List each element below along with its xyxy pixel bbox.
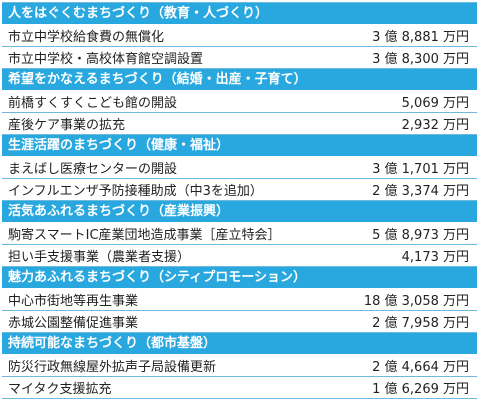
item-name: 産後ケア事業の拡充 xyxy=(8,118,126,133)
section-education: 人をはぐくむまちづくり（教育・人づくり） 市立中学校給食費の無償化 3 億 8,… xyxy=(2,3,477,69)
item-amount: 4,173 万円 xyxy=(401,250,469,265)
section-infrastructure: 持続可能なまちづくり（都市基盤） 防災行政無線屋外拡声子局設備更新 2 億 4,… xyxy=(2,333,477,399)
section-industry: 活気あふれるまちづくり（産業振興） 駒寄スマートIC産業団地造成事業［産立特会］… xyxy=(2,201,477,267)
item-name: 駒寄スマートIC産業団地造成事業［産立特会］ xyxy=(8,228,281,243)
section-health: 生涯活躍のまちづくり（健康・福祉） まえばし医療センターの開設 3 億 1,70… xyxy=(2,135,477,201)
item-amount: 5 億 8,973 万円 xyxy=(372,228,469,243)
item-name: 前橋すくすくこども館の開設 xyxy=(8,96,178,111)
item-name: 中心市街地等再生事業 xyxy=(8,294,139,309)
table-row: 赤城公園整備促進事業 2 億 7,958 万円 xyxy=(2,311,477,333)
table-row: 駒寄スマートIC産業団地造成事業［産立特会］ 5 億 8,973 万円 xyxy=(2,223,477,245)
table-row: 担い手支援事業（農業者支援） 4,173 万円 xyxy=(2,245,477,267)
table-row: 市立中学校・高校体育館空調設置 3 億 8,300 万円 xyxy=(2,47,477,69)
item-name: 赤城公園整備促進事業 xyxy=(8,316,139,331)
table-row: マイタク支援拡充 1 億 6,269 万円 xyxy=(2,377,477,399)
section-city-promotion: 魅力あふれるまちづくり（シティプロモーション） 中心市街地等再生事業 18 億 … xyxy=(2,267,477,333)
item-name: 市立中学校給食費の無償化 xyxy=(8,30,165,45)
item-name: マイタク支援拡充 xyxy=(8,382,112,397)
item-name: 市立中学校・高校体育館空調設置 xyxy=(8,52,204,67)
section-header: 活気あふれるまちづくり（産業振興） xyxy=(2,201,477,223)
table-row: 前橋すくすくこども館の開設 5,069 万円 xyxy=(2,91,477,113)
item-name: インフルエンザ予防接種助成（中3を追加） xyxy=(8,184,263,199)
section-childcare: 希望をかなえるまちづくり（結婚・出産・子育て） 前橋すくすくこども館の開設 5,… xyxy=(2,69,477,135)
item-amount: 2,932 万円 xyxy=(401,118,469,133)
section-header: 魅力あふれるまちづくり（シティプロモーション） xyxy=(2,267,477,289)
table-row: 防災行政無線屋外拡声子局設備更新 2 億 4,664 万円 xyxy=(2,355,477,377)
item-amount: 3 億 1,701 万円 xyxy=(372,162,469,177)
item-amount: 3 億 8,881 万円 xyxy=(372,30,469,45)
section-header: 生涯活躍のまちづくり（健康・福祉） xyxy=(2,135,477,157)
table-row: まえばし医療センターの開設 3 億 1,701 万円 xyxy=(2,157,477,179)
table-row: 産後ケア事業の拡充 2,932 万円 xyxy=(2,113,477,135)
table-row: 中心市街地等再生事業 18 億 3,058 万円 xyxy=(2,289,477,311)
budget-table: 人をはぐくむまちづくり（教育・人づくり） 市立中学校給食費の無償化 3 億 8,… xyxy=(2,2,477,399)
section-header: 持続可能なまちづくり（都市基盤） xyxy=(2,333,477,355)
item-amount: 3 億 8,300 万円 xyxy=(372,52,469,67)
item-amount: 1 億 6,269 万円 xyxy=(372,382,469,397)
item-amount: 18 億 3,058 万円 xyxy=(363,294,469,309)
item-name: 担い手支援事業（農業者支援） xyxy=(8,250,191,265)
section-header: 希望をかなえるまちづくり（結婚・出産・子育て） xyxy=(2,69,477,91)
item-amount: 2 億 7,958 万円 xyxy=(372,316,469,331)
item-name: 防災行政無線屋外拡声子局設備更新 xyxy=(8,360,217,375)
item-amount: 2 億 4,664 万円 xyxy=(372,360,469,375)
item-name: まえばし医療センターの開設 xyxy=(8,162,178,177)
table-row: 市立中学校給食費の無償化 3 億 8,881 万円 xyxy=(2,25,477,47)
table-row: インフルエンザ予防接種助成（中3を追加） 2 億 3,374 万円 xyxy=(2,179,477,201)
item-amount: 5,069 万円 xyxy=(401,96,469,111)
item-amount: 2 億 3,374 万円 xyxy=(372,184,469,199)
section-header: 人をはぐくむまちづくり（教育・人づくり） xyxy=(2,3,477,25)
